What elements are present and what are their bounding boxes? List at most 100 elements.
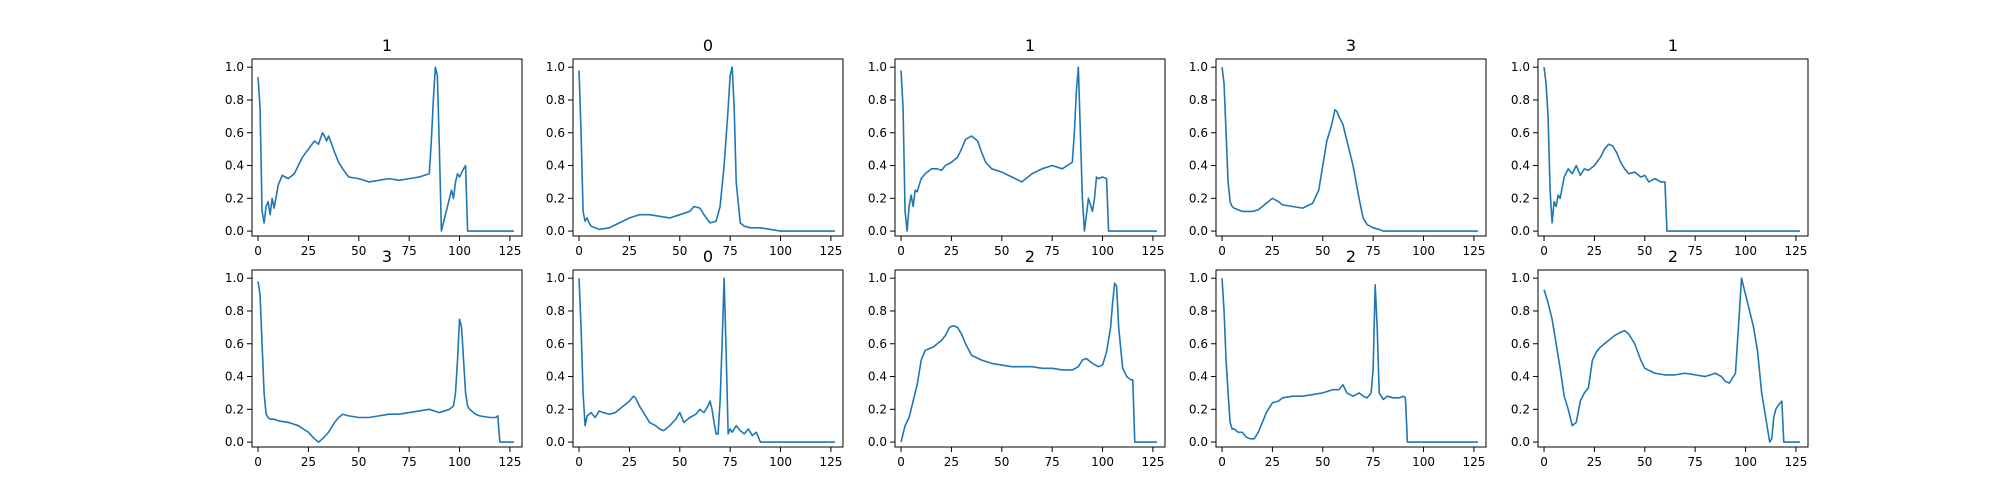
x-tick-label: 0	[1218, 244, 1226, 258]
x-tick-label: 50	[1637, 455, 1652, 469]
axes-frame	[1215, 58, 1487, 237]
x-tick-label: 100	[1734, 244, 1757, 258]
x-tick-label: 50	[1315, 455, 1330, 469]
y-tick-label: 0.4	[1189, 370, 1208, 384]
series-line	[900, 282, 1157, 443]
axes-frame	[894, 269, 1166, 448]
y-tick-label: 0.6	[225, 126, 244, 140]
y-tick-label: 0.6	[546, 126, 565, 140]
x-tick-label: 50	[672, 244, 687, 258]
x-tick-label: 125	[1141, 244, 1164, 258]
y-tick-label: 0.2	[225, 191, 244, 205]
y-tick-label: 0.2	[1189, 191, 1208, 205]
x-tick-label: 75	[1688, 455, 1703, 469]
y-tick-label: 0.4	[868, 159, 887, 173]
x-tick-label: 0	[897, 244, 905, 258]
x-tick-label: 125	[1784, 455, 1807, 469]
y-tick-label: 0.6	[1511, 337, 1530, 351]
x-tick-label: 0	[1540, 244, 1548, 258]
x-tick-label: 100	[448, 244, 471, 258]
y-tick-label: 0.0	[1511, 224, 1530, 238]
series-line	[1543, 67, 1800, 232]
y-tick-label: 0.8	[1189, 304, 1208, 318]
y-tick-label: 0.2	[868, 191, 887, 205]
y-tick-label: 0.0	[1189, 224, 1208, 238]
subplot-8: 0 25 50 75 100 125 0.0 0.2 0.4 0.6 0.8 1.0 2	[868, 247, 1166, 469]
y-tick-label: 1.0	[225, 60, 244, 74]
x-tick-label: 50	[351, 244, 366, 258]
x-tick-label: 125	[819, 244, 842, 258]
x-tick-label: 0	[254, 455, 262, 469]
subplot-10: 0 25 50 75 100 125 0.0 0.2 0.4 0.6 0.8 1.0 2	[1511, 247, 1809, 469]
x-tick-label: 25	[944, 455, 959, 469]
y-tick-label: 0.4	[1511, 159, 1530, 173]
y-tick-label: 0.0	[546, 435, 565, 449]
x-tick-label: 0	[575, 244, 583, 258]
subplot-title: 1	[1668, 36, 1678, 55]
x-tick-label: 125	[498, 244, 521, 258]
subplot-title: 1	[382, 36, 392, 55]
y-tick-label: 1.0	[1511, 60, 1530, 74]
y-tick-label: 0.8	[225, 93, 244, 107]
x-tick-label: 50	[1637, 244, 1652, 258]
y-tick-label: 1.0	[546, 271, 565, 285]
y-tick-label: 0.4	[546, 370, 565, 384]
x-tick-label: 25	[944, 244, 959, 258]
x-tick-label: 125	[1462, 244, 1485, 258]
axes-frame	[1537, 58, 1809, 237]
y-tick-label: 0.4	[868, 370, 887, 384]
x-tick-label: 25	[1265, 244, 1280, 258]
x-tick-label: 25	[1265, 455, 1280, 469]
y-tick-label: 0.8	[1189, 93, 1208, 107]
x-tick-label: 100	[1412, 455, 1435, 469]
subplot-4: 0 25 50 75 100 125 0.0 0.2 0.4 0.6 0.8 1.0 3	[1189, 36, 1487, 258]
y-tick-label: 0.0	[868, 435, 887, 449]
x-tick-label: 125	[498, 455, 521, 469]
series-line	[1543, 277, 1800, 443]
y-tick-label: 0.8	[868, 93, 887, 107]
x-tick-label: 100	[769, 455, 792, 469]
y-tick-label: 0.6	[868, 126, 887, 140]
y-tick-label: 0.6	[868, 337, 887, 351]
axes-frame	[251, 269, 523, 448]
subplot-2: 0 25 50 75 100 125 0.0 0.2 0.4 0.6 0.8 1.0 0	[546, 36, 844, 258]
y-tick-label: 0.4	[1511, 370, 1530, 384]
subplot-title: 1	[1025, 36, 1035, 55]
x-tick-label: 75	[402, 455, 417, 469]
subplot-9: 0 25 50 75 100 125 0.0 0.2 0.4 0.6 0.8 1.0 2	[1189, 247, 1487, 469]
axes-frame	[1537, 269, 1809, 448]
y-tick-label: 0.8	[1511, 304, 1530, 318]
series-line	[257, 281, 514, 443]
x-tick-label: 100	[769, 244, 792, 258]
axes-frame	[251, 58, 523, 237]
x-tick-label: 0	[575, 455, 583, 469]
y-tick-label: 0.2	[868, 402, 887, 416]
x-tick-label: 50	[672, 455, 687, 469]
subplot-title: 0	[703, 36, 713, 55]
y-tick-label: 0.8	[546, 304, 565, 318]
y-tick-label: 0.2	[546, 402, 565, 416]
x-tick-label: 125	[1784, 244, 1807, 258]
y-tick-label: 0.0	[225, 224, 244, 238]
subplot-title: 3	[382, 247, 392, 266]
x-tick-label: 50	[994, 244, 1009, 258]
x-tick-label: 100	[448, 455, 471, 469]
x-tick-label: 75	[1366, 455, 1381, 469]
x-tick-label: 100	[1091, 244, 1114, 258]
x-tick-label: 50	[351, 455, 366, 469]
x-tick-label: 75	[1366, 244, 1381, 258]
axes-frame	[894, 58, 1166, 237]
y-tick-label: 1.0	[868, 271, 887, 285]
x-tick-label: 0	[1540, 455, 1548, 469]
y-tick-label: 0.8	[868, 304, 887, 318]
y-tick-label: 0.0	[868, 224, 887, 238]
y-tick-label: 1.0	[868, 60, 887, 74]
y-tick-label: 0.6	[225, 337, 244, 351]
y-tick-label: 0.0	[1511, 435, 1530, 449]
series-line	[1221, 278, 1478, 443]
x-tick-label: 25	[1587, 455, 1602, 469]
y-tick-label: 1.0	[1511, 271, 1530, 285]
series-line	[1221, 67, 1478, 232]
x-tick-label: 25	[1587, 244, 1602, 258]
x-tick-label: 25	[301, 455, 316, 469]
